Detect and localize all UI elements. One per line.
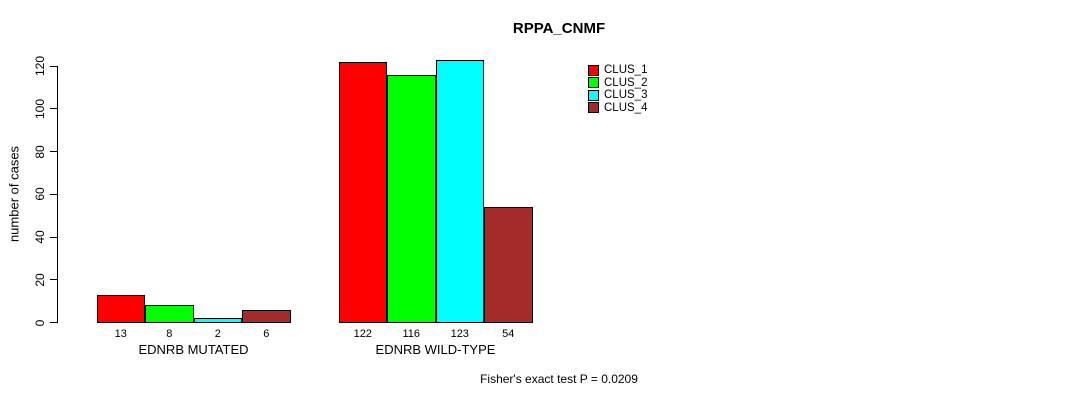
legend-row: CLUS_3 [588,89,647,102]
y-tick-mark [50,279,57,281]
y-tick-mark [50,65,57,67]
bar-value-label: 8 [166,328,173,340]
bar-clus_2-group1 [145,305,194,324]
y-axis-line [57,66,58,323]
group-label: EDNRB MUTATED [138,342,249,357]
legend-swatch-icon [588,77,599,89]
bar-clus_3-group1 [193,318,242,324]
bar-clus_1-group1 [96,294,145,324]
y-tick-mark [50,322,57,323]
legend-swatch-icon [588,89,599,101]
y-tick-label: 20 [33,273,47,287]
bar-value-label: 13 [114,328,127,340]
legend-label: CLUS_4 [604,101,648,114]
legend-row: CLUS_1 [588,64,647,77]
y-tick-label: 60 [33,187,47,201]
bar-value-label: 6 [263,328,270,340]
y-tick-label: 100 [33,98,47,119]
stat-test-annotation: Fisher's exact test P = 0.0209 [480,372,638,386]
y-tick-label: 120 [33,55,47,77]
y-tick-label: 80 [33,144,47,159]
bar-clus_4-group2 [484,207,533,324]
chart-title: RPPA_CNMF [512,20,606,37]
bar-clus_1-group2 [338,61,387,324]
y-tick-mark [50,193,57,195]
legend-label: CLUS_2 [604,76,648,89]
bar-value-label: 2 [214,328,221,340]
bar-clus_2-group2 [387,74,436,324]
legend-label: CLUS_1 [604,64,648,77]
legend: CLUS_1 CLUS_2 CLUS_3 CLUS_4 [588,64,647,114]
y-tick-mark [50,151,57,152]
legend-row: CLUS_4 [588,102,647,115]
group-label: EDNRB WILD-TYPE [375,342,496,357]
y-tick-mark [50,236,57,238]
bar-value-label: 122 [353,328,372,340]
y-tick-label: 40 [33,230,47,244]
legend-row: CLUS_2 [588,77,647,90]
y-axis-title: number of cases [6,145,22,243]
bar-value-label: 116 [402,328,421,340]
y-tick-label: 0 [33,319,47,326]
legend-swatch-icon [588,64,599,76]
bar-value-label: 54 [502,328,515,340]
bar-clus_4-group1 [242,309,291,324]
bar-clus_3-group2 [435,59,484,324]
y-tick-mark [50,108,57,110]
bar-value-label: 123 [450,328,469,340]
legend-swatch-icon [588,102,599,114]
legend-label: CLUS_3 [604,89,648,102]
